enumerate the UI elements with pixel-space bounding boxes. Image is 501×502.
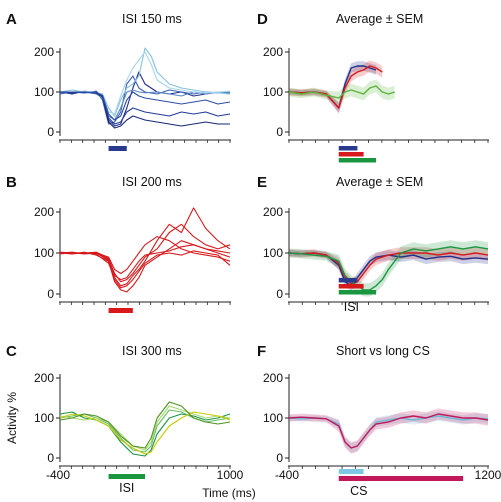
panel-c-title: ISI 300 ms — [122, 344, 182, 358]
panel-f-y-tick-label: 100 — [263, 411, 283, 425]
panel-d-y-tick-label: 0 — [276, 125, 283, 139]
panel-e: E Average ± SEM 0 100 200 ISI — [257, 174, 489, 314]
panel-e-isi-bar — [338, 278, 358, 283]
panel-b-y-tick-label: 0 — [47, 287, 54, 301]
panel-e-isi-bar — [338, 284, 364, 289]
panel-c-y-tick-label: 100 — [34, 411, 54, 425]
panel-b-series-line — [59, 207, 231, 287]
panel-e-y-tick-label: 100 — [263, 246, 283, 260]
panel-b-title: ISI 200 ms — [122, 175, 182, 189]
panel-c-series-line — [59, 411, 231, 455]
panel-c-isi-bar — [108, 474, 145, 479]
panel-c-series-line — [59, 401, 231, 449]
panel-c-y-axis-label: Activity % — [5, 392, 19, 444]
panel-e-letter: E — [257, 174, 267, 191]
panel-e-sem-band — [289, 250, 488, 291]
panel-a-series-line — [59, 47, 231, 117]
panel-a-series-line — [60, 91, 231, 125]
panel-d-sem-band — [289, 61, 377, 113]
panel-f-x-tick-label: -400 — [275, 468, 299, 482]
panel-a-y-tick-label: 200 — [34, 45, 54, 59]
panel-c-isi-label: ISI — [119, 481, 134, 495]
panel-e-isi-label: ISI — [344, 300, 359, 314]
panel-d-letter: D — [257, 11, 268, 28]
panel-d: D Average ± SEM 0 100 200 — [257, 11, 489, 163]
panel-a-y-tick-label: 100 — [34, 85, 54, 99]
panel-f-title: Short vs long CS — [336, 344, 430, 358]
panel-d-sem-band — [289, 79, 395, 105]
panel-e-isi-bar — [338, 290, 377, 295]
panel-a-title: ISI 150 ms — [122, 12, 182, 26]
panel-c-x-tick-label: 1000 — [217, 468, 244, 482]
panel-b-y-tick-label: 200 — [34, 205, 54, 219]
panel-d-series-line — [288, 85, 395, 99]
panel-c-y-tick-label: 0 — [47, 451, 54, 465]
panel-f-series-line — [288, 413, 489, 449]
panel-c-x-axis-label: Time (ms) — [202, 486, 256, 500]
panel-e-y-tick-label: 0 — [276, 287, 283, 301]
panel-f-sem-band — [289, 411, 488, 453]
panel-e-sem-band — [289, 247, 488, 290]
panel-d-y-tick-label: 200 — [263, 45, 283, 59]
panel-f-x-tick-label: 1200 — [475, 468, 501, 482]
panel-c-letter: C — [6, 343, 17, 360]
panel-c-series-line — [59, 405, 231, 451]
panel-f-cs-bar — [338, 469, 364, 474]
panel-d-y-tick-label: 100 — [263, 85, 283, 99]
panel-f-y-tick-label: 200 — [263, 371, 283, 385]
panel-b-series-line — [59, 244, 231, 281]
panel-f-cs-bar — [338, 476, 464, 481]
panel-d-isi-bar — [338, 158, 377, 163]
panel-c-x-tick-label: -400 — [46, 468, 70, 482]
panel-d-title: Average ± SEM — [336, 12, 423, 26]
panel-b-letter: B — [6, 174, 17, 191]
panel-f-letter: F — [257, 343, 266, 360]
panel-a: A ISI 150 ms 0 100 200 — [6, 11, 231, 151]
panel-e-series-line — [288, 246, 489, 291]
panel-a-isi-bar — [108, 146, 127, 151]
panel-a-letter: A — [6, 11, 17, 28]
panel-f: F Short vs long CS 0 100 200 CS -400 1200 — [257, 343, 501, 498]
panel-a-y-tick-label: 0 — [47, 125, 54, 139]
panel-a-series-line — [59, 91, 231, 121]
panel-f-y-tick-label: 0 — [276, 451, 283, 465]
panel-d-isi-bar — [338, 146, 358, 151]
panel-a-series-line — [59, 75, 231, 125]
panel-b-isi-bar — [108, 308, 133, 313]
panel-b: B ISI 200 ms 0 100 200 — [6, 174, 231, 313]
panel-a-series-line — [59, 91, 230, 129]
panel-f-sem-band — [289, 408, 488, 454]
panel-e-y-tick-label: 200 — [263, 205, 283, 219]
panel-a-series-line — [59, 71, 231, 127]
panel-d-isi-bar — [338, 152, 364, 157]
panel-c: C ISI 300 ms 0 100 200 ISI -400 1000 Time (ms)… — [5, 343, 256, 500]
panel-f-cs-label: CS — [350, 484, 367, 498]
panel-d-sem-band — [289, 60, 383, 114]
panel-b-series-line — [59, 250, 231, 289]
panel-b-y-tick-label: 100 — [34, 246, 54, 260]
panel-c-y-tick-label: 200 — [34, 371, 54, 385]
panel-e-title: Average ± SEM — [336, 175, 423, 189]
